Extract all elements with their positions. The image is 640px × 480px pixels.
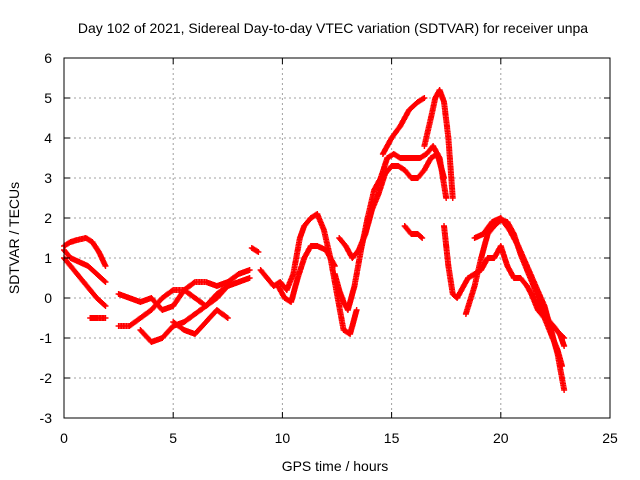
plot-frame <box>63 57 611 419</box>
series-markers <box>421 87 456 201</box>
series-markers <box>275 243 338 305</box>
y-tick-label: 6 <box>44 50 52 66</box>
series-trace-8 <box>170 307 231 337</box>
y-tick-label: 1 <box>44 250 52 266</box>
data-points <box>61 87 568 393</box>
y-tick-label: 3 <box>44 170 52 186</box>
series-markers <box>401 223 426 241</box>
tick-labels: 0 5 10 15 20 25 -3 -2 -1 0 1 2 3 4 5 6 <box>40 50 618 446</box>
x-tick-label: 0 <box>60 430 68 446</box>
series-markers <box>528 291 565 369</box>
y-axis-label: SDTVAR / TECUs <box>6 182 22 294</box>
chart-title: Day 102 of 2021, Sidereal Day-to-day VTE… <box>78 20 588 36</box>
series-trace-20 <box>528 291 565 369</box>
series-trace-5 <box>115 267 253 313</box>
grid <box>64 58 610 418</box>
series-markers <box>170 307 231 337</box>
series-markers <box>379 95 428 157</box>
series-markers <box>248 245 262 255</box>
x-tick-label: 10 <box>275 430 291 446</box>
series-trace-14 <box>379 95 428 157</box>
series-trace-7 <box>137 279 242 345</box>
x-tick-label: 5 <box>169 430 177 446</box>
x-tick-label: 15 <box>384 430 400 446</box>
y-tick-label: 5 <box>44 90 52 106</box>
y-tick-label: 4 <box>44 130 52 146</box>
series-markers <box>336 151 448 261</box>
y-tick-label: 0 <box>44 290 52 306</box>
series-trace-4 <box>87 315 109 321</box>
series-trace-15 <box>421 87 456 201</box>
x-tick-label: 20 <box>493 430 509 446</box>
series-markers <box>115 267 253 313</box>
series-trace-16 <box>401 223 426 241</box>
y-tick-label: -1 <box>40 330 53 346</box>
series-trace-10 <box>257 211 360 337</box>
series-markers <box>257 211 360 337</box>
y-tick-label: 2 <box>44 210 52 226</box>
series-markers <box>87 315 109 321</box>
y-tick-label: -2 <box>40 370 53 386</box>
series-markers <box>137 279 242 345</box>
x-axis-label: GPS time / hours <box>282 458 389 474</box>
series-trace-11 <box>275 243 338 305</box>
y-tick-label: -3 <box>40 410 53 426</box>
x-tick-label: 25 <box>602 430 618 446</box>
series-trace-13 <box>336 151 448 261</box>
series-trace-9 <box>248 245 262 255</box>
